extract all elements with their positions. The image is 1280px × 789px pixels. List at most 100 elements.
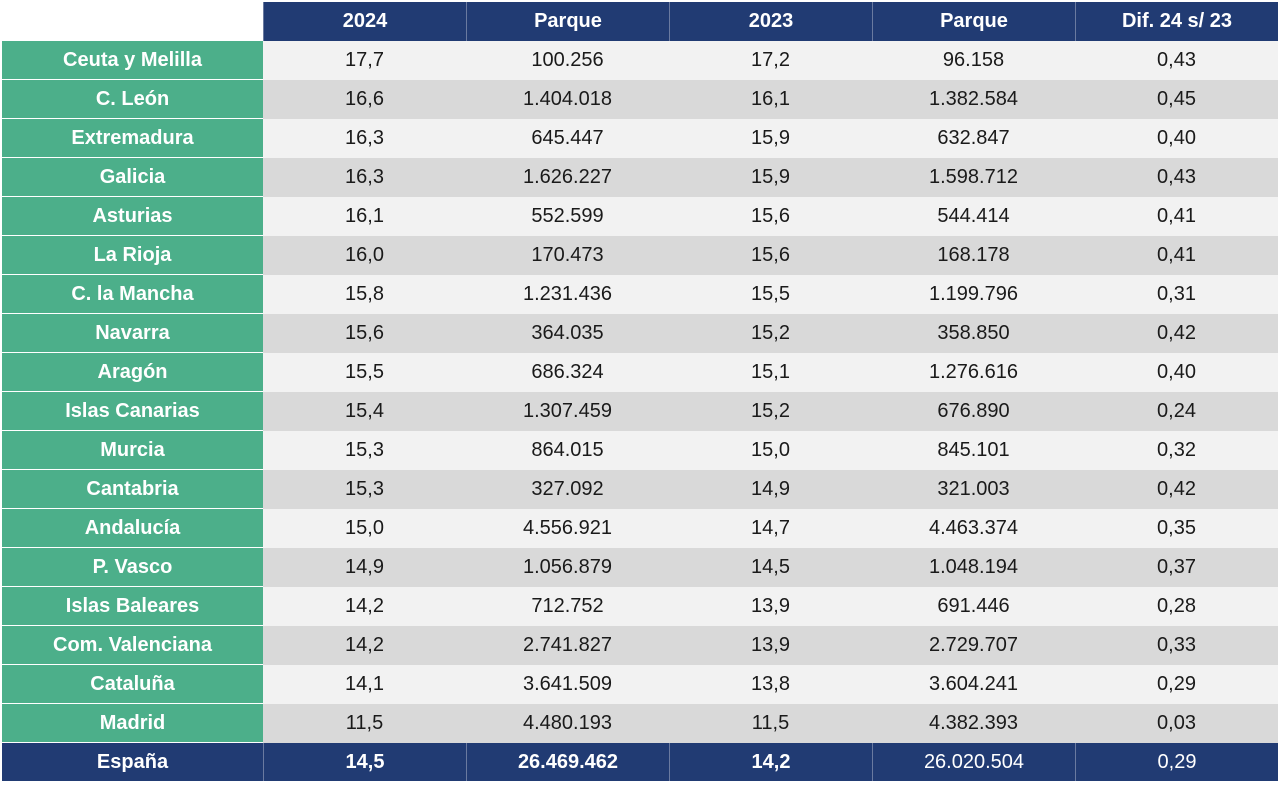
row-label: Andalucía [2, 509, 263, 548]
total-age-2024: 14,5 [263, 743, 466, 781]
cell-age-2023: 15,2 [669, 314, 872, 353]
row-label: Com. Valenciana [2, 626, 263, 665]
table-row: Cantabria 15,3 327.092 14,9 321.003 0,42 [2, 470, 1278, 509]
cell-age-2024: 15,4 [263, 392, 466, 431]
cell-age-2024: 11,5 [263, 704, 466, 743]
cell-parque-2024: 1.231.436 [466, 275, 669, 314]
table-row: Galicia 16,3 1.626.227 15,9 1.598.712 0,43 [2, 158, 1278, 197]
cell-parque-2023: 1.598.712 [872, 158, 1075, 197]
total-parque-2023: 26.020.504 [872, 743, 1075, 781]
table-row: Com. Valenciana 14,2 2.741.827 13,9 2.729.70… [2, 626, 1278, 665]
cell-age-2024: 15,3 [263, 470, 466, 509]
cell-parque-2023: 321.003 [872, 470, 1075, 509]
cell-parque-2023: 358.850 [872, 314, 1075, 353]
col-header-dif: Dif. 24 s/ 23 [1075, 2, 1278, 41]
row-label: Aragón [2, 353, 263, 392]
cell-age-2024: 16,3 [263, 158, 466, 197]
cell-age-2023: 14,9 [669, 470, 872, 509]
cell-parque-2024: 4.480.193 [466, 704, 669, 743]
cell-dif: 0,41 [1075, 197, 1278, 236]
cell-parque-2023: 845.101 [872, 431, 1075, 470]
table-row: Extremadura 16,3 645.447 15,9 632.847 0,40 [2, 119, 1278, 158]
total-row: España 14,5 26.469.462 14,2 26.020.504 0… [2, 743, 1278, 781]
row-label: La Rioja [2, 236, 263, 275]
cell-dif: 0,41 [1075, 236, 1278, 275]
total-label: España [2, 743, 263, 781]
cell-parque-2024: 1.626.227 [466, 158, 669, 197]
cell-parque-2023: 1.048.194 [872, 548, 1075, 587]
cell-age-2024: 16,3 [263, 119, 466, 158]
row-label: C. la Mancha [2, 275, 263, 314]
cell-age-2023: 13,9 [669, 626, 872, 665]
cell-age-2023: 13,9 [669, 587, 872, 626]
cell-dif: 0,35 [1075, 509, 1278, 548]
cell-dif: 0,45 [1075, 80, 1278, 119]
cell-dif: 0,42 [1075, 470, 1278, 509]
cell-age-2024: 15,5 [263, 353, 466, 392]
cell-parque-2024: 2.741.827 [466, 626, 669, 665]
row-label: P. Vasco [2, 548, 263, 587]
cell-age-2023: 15,2 [669, 392, 872, 431]
cell-dif: 0,43 [1075, 41, 1278, 80]
header-corner [2, 2, 263, 41]
table-row: C. la Mancha 15,8 1.231.436 15,5 1.199.796 0,… [2, 275, 1278, 314]
cell-age-2023: 15,9 [669, 119, 872, 158]
row-label: Asturias [2, 197, 263, 236]
table-row: C. León 16,6 1.404.018 16,1 1.382.584 0,45 [2, 80, 1278, 119]
table-row: La Rioja 16,0 170.473 15,6 168.178 0,41 [2, 236, 1278, 275]
cell-parque-2024: 1.056.879 [466, 548, 669, 587]
cell-parque-2023: 632.847 [872, 119, 1075, 158]
table-row: Andalucía 15,0 4.556.921 14,7 4.463.374 0,35 [2, 509, 1278, 548]
cell-parque-2023: 2.729.707 [872, 626, 1075, 665]
cell-age-2024: 14,2 [263, 626, 466, 665]
cell-age-2024: 17,7 [263, 41, 466, 80]
total-dif: 0,29 [1075, 743, 1278, 781]
cell-parque-2023: 676.890 [872, 392, 1075, 431]
cell-age-2023: 17,2 [669, 41, 872, 80]
cell-dif: 0,43 [1075, 158, 1278, 197]
cell-parque-2024: 170.473 [466, 236, 669, 275]
cell-dif: 0,03 [1075, 704, 1278, 743]
cell-age-2023: 15,5 [669, 275, 872, 314]
table-row: Cataluña 14,1 3.641.509 13,8 3.604.241 0,29 [2, 665, 1278, 704]
cell-dif: 0,28 [1075, 587, 1278, 626]
cell-age-2024: 15,6 [263, 314, 466, 353]
cell-age-2024: 14,2 [263, 587, 466, 626]
row-label: Navarra [2, 314, 263, 353]
cell-age-2024: 15,0 [263, 509, 466, 548]
cell-parque-2024: 1.307.459 [466, 392, 669, 431]
cell-age-2023: 16,1 [669, 80, 872, 119]
cell-age-2023: 14,7 [669, 509, 872, 548]
cell-dif: 0,40 [1075, 119, 1278, 158]
cell-age-2024: 16,0 [263, 236, 466, 275]
cell-age-2023: 15,0 [669, 431, 872, 470]
cell-age-2024: 14,1 [263, 665, 466, 704]
col-header-2024: 2024 [263, 2, 466, 41]
row-label: Islas Canarias [2, 392, 263, 431]
cell-dif: 0,31 [1075, 275, 1278, 314]
cell-parque-2024: 712.752 [466, 587, 669, 626]
table-row: P. Vasco 14,9 1.056.879 14,5 1.048.194 0,37 [2, 548, 1278, 587]
cell-parque-2023: 544.414 [872, 197, 1075, 236]
cell-parque-2023: 1.382.584 [872, 80, 1075, 119]
cell-age-2024: 16,1 [263, 197, 466, 236]
row-label: Madrid [2, 704, 263, 743]
cell-parque-2023: 168.178 [872, 236, 1075, 275]
header-row: 2024 Parque 2023 Parque Dif. 24 s/ 23 [2, 2, 1278, 41]
table-row: Murcia 15,3 864.015 15,0 845.101 0,32 [2, 431, 1278, 470]
cell-parque-2023: 1.276.616 [872, 353, 1075, 392]
col-header-parque-2023: Parque [872, 2, 1075, 41]
cell-dif: 0,40 [1075, 353, 1278, 392]
cell-dif: 0,37 [1075, 548, 1278, 587]
cell-parque-2024: 3.641.509 [466, 665, 669, 704]
cell-age-2023: 11,5 [669, 704, 872, 743]
col-header-2023: 2023 [669, 2, 872, 41]
table-row: Aragón 15,5 686.324 15,1 1.276.616 0,40 [2, 353, 1278, 392]
cell-parque-2024: 645.447 [466, 119, 669, 158]
cell-parque-2024: 1.404.018 [466, 80, 669, 119]
cell-age-2023: 15,1 [669, 353, 872, 392]
row-label: Murcia [2, 431, 263, 470]
cell-age-2023: 14,5 [669, 548, 872, 587]
cell-dif: 0,29 [1075, 665, 1278, 704]
